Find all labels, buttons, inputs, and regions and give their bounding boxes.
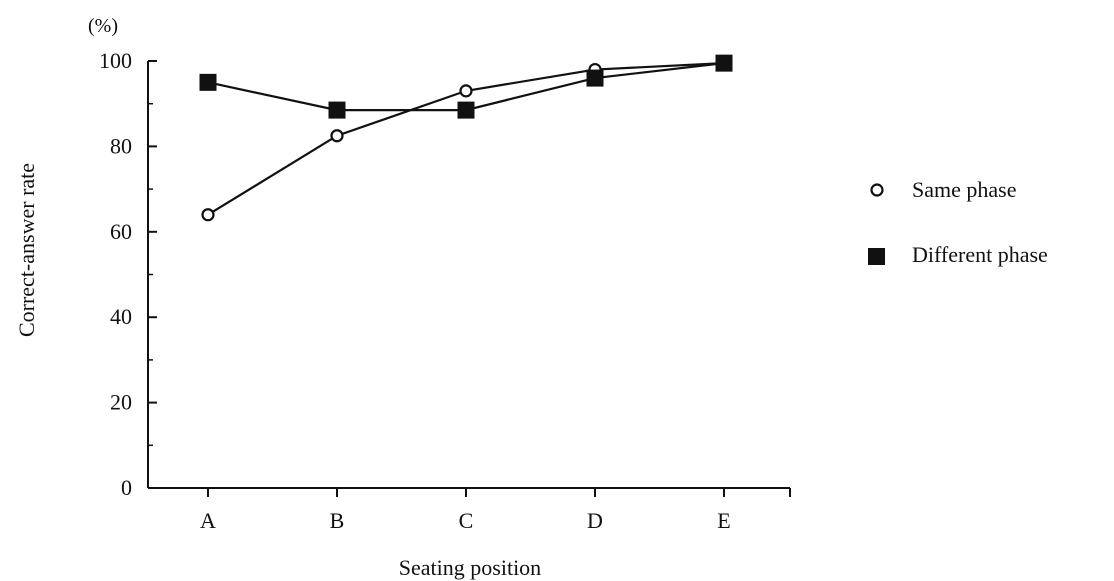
x-axis-label: Seating position — [399, 555, 541, 580]
legend-item-different-phase: Different phase — [868, 242, 1048, 267]
data-point-same-phase — [330, 129, 344, 143]
y-tick-label: 60 — [110, 219, 132, 244]
x-tick-label: B — [330, 508, 345, 533]
y-tick-label: 0 — [121, 475, 132, 500]
x-tick-label: E — [717, 508, 730, 533]
legend-label-same-phase: Same phase — [912, 177, 1016, 202]
x-tick-label: A — [200, 508, 216, 533]
data-point-different-phase — [328, 101, 346, 119]
data-point-different-phase — [586, 69, 604, 87]
y-tick-label: 20 — [110, 390, 132, 415]
legend-item-same-phase: Same phase — [870, 177, 1016, 202]
x-tick-label: C — [459, 508, 474, 533]
axes: 0 20 40 60 80 100 A B C D E — [99, 48, 791, 533]
y-tick-label: 80 — [110, 133, 132, 158]
data-point-same-phase — [201, 208, 215, 222]
legend-label-different-phase: Different phase — [912, 242, 1048, 267]
labels: (%) Correct-answer rate Seating position — [14, 15, 541, 580]
data-point-same-phase — [459, 84, 473, 98]
x-tick-label: D — [587, 508, 603, 533]
data-point-different-phase — [199, 73, 217, 91]
data-point-different-phase — [457, 101, 475, 119]
legend-marker-filled-square — [868, 248, 885, 265]
legend-marker-open-circle — [870, 183, 884, 197]
series-markers — [199, 54, 733, 222]
data-point-different-phase — [715, 54, 733, 72]
legend: Same phase Different phase — [868, 177, 1048, 267]
y-tick-label: 40 — [110, 304, 132, 329]
y-axis-label: Correct-answer rate — [14, 163, 39, 337]
y-unit-label: (%) — [88, 15, 118, 37]
y-tick-label: 100 — [99, 48, 132, 73]
